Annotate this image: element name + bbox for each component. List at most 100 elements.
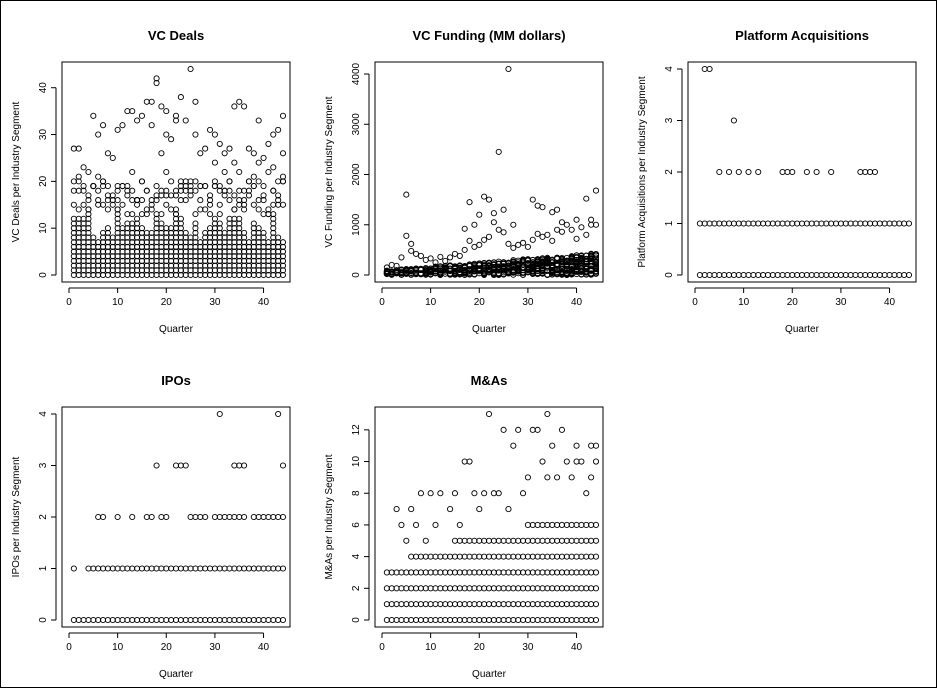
data-point [163,131,170,138]
x-tick-label: 0 [66,642,72,653]
data-point [451,490,459,497]
data-point [158,150,165,157]
x-tick-label: 20 [161,642,173,653]
y-tick-label: 2 [351,585,362,591]
data-point [417,252,424,259]
data-point [109,154,116,162]
data-point [211,159,218,166]
data-point [500,206,507,213]
y-tick-label: 1000 [351,213,362,236]
x-axis-label: Quarter [785,324,820,335]
data-point [539,458,546,465]
data-point [279,267,287,274]
data-point [211,131,218,138]
data-point [236,225,243,232]
scatter-panel-3: Platform Acquisitions 0 10 20 30 40 Quarter 0 1 2… [637,28,917,335]
data-point [275,192,282,199]
data-point [177,215,184,222]
data-point [255,178,262,185]
y-tick-label: 30 [38,129,49,141]
y-tick-label: 20 [38,175,49,187]
data-point [197,182,204,190]
data-point [187,65,194,73]
data-point [500,229,507,236]
data-point [279,462,287,469]
data-point [270,211,277,218]
data-point [206,201,214,208]
data-point [114,215,121,222]
data-point [481,271,488,278]
data-point [182,462,189,469]
data-point [393,506,400,513]
x-tick-label: 0 [379,297,385,308]
y-axis-label: VC Deals per Industry Segment [11,101,22,242]
scatter-panel-5: M&As 0 10 20 30 40 Quarter 0 2 4 6 8 10 12 M&As per In… [324,373,604,680]
data-point [260,182,267,190]
data-point [134,117,141,124]
scatter-panel-1: VC Deals 0 10 20 30 40 Quarter 0 10 20 30 40 VC Deal… [11,28,291,335]
data-point [250,201,257,208]
y-tick-label: 2 [664,169,675,175]
plot-box [687,61,917,283]
data-point [202,206,209,213]
data-point [505,240,512,247]
data-point [90,112,97,119]
data-point [104,206,111,213]
data-point [163,201,170,208]
data-point [270,229,277,236]
data-point [182,229,189,236]
data-point [544,474,551,481]
data-point [182,197,189,204]
y-tick-label: 0 [38,617,49,623]
x-axis-label: Quarter [159,324,194,335]
data-point [202,513,209,521]
data-point [241,513,248,521]
data-point [905,220,913,227]
data-point [153,182,160,190]
data-point [206,211,214,218]
data-point [99,201,107,208]
data-point [398,521,405,528]
data-point [192,211,199,218]
data-point [279,112,287,119]
data-point [134,220,141,227]
data-point [124,182,131,190]
data-points [70,65,287,279]
data-point [221,168,228,176]
x-tick-label: 40 [571,642,583,653]
data-point [408,240,415,247]
data-point [255,159,262,166]
data-point [197,150,204,157]
data-point [549,442,556,449]
data-point [558,426,566,433]
data-point [206,197,214,204]
data-point [466,458,473,465]
data-point [466,237,473,244]
data-point [461,225,468,232]
y-tick-label: 3 [664,117,675,123]
data-point [412,521,420,528]
data-point [558,228,566,235]
data-point [99,513,107,521]
data-point [197,197,204,204]
data-point [485,233,493,240]
data-point [275,126,282,133]
data-point [745,168,752,176]
data-point [592,442,600,449]
data-points [696,65,913,279]
data-point [592,187,600,194]
data-point [789,168,796,176]
data-point [109,201,116,208]
data-point [573,235,580,242]
data-point [148,122,155,129]
data-point [456,521,463,528]
data-point [216,220,223,227]
data-point [99,178,107,185]
y-axis-label: Platform Acquisitions per Industry Segme… [637,76,648,267]
data-point [592,585,600,592]
data-point [216,410,223,418]
data-point [403,191,410,198]
data-point [177,94,184,101]
plot-box [61,406,291,628]
data-point [510,221,517,228]
